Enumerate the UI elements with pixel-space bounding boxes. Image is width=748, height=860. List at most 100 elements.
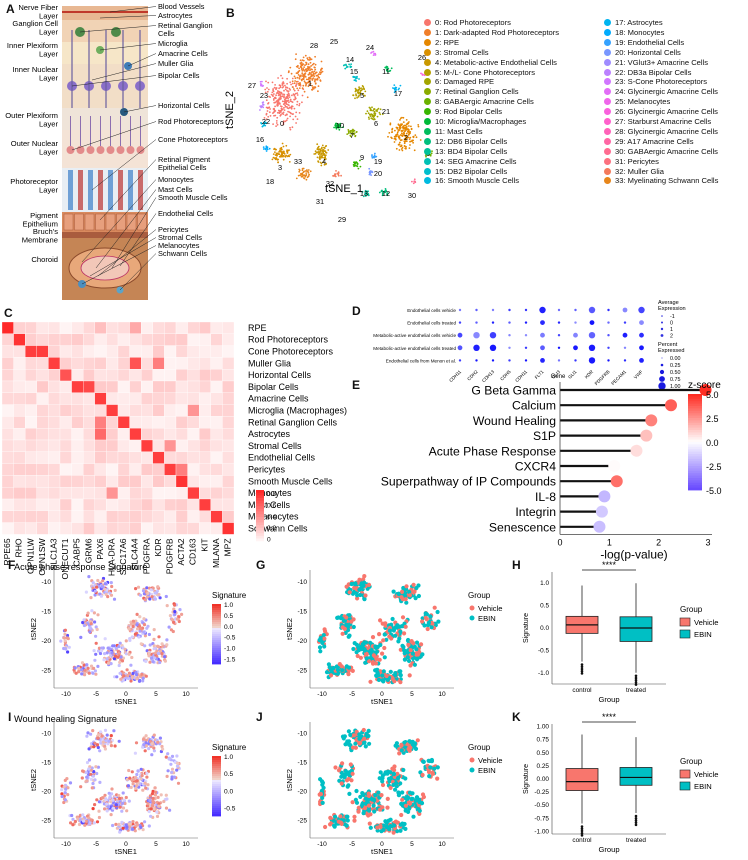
scatter-point <box>139 825 143 829</box>
tsne-point <box>272 108 275 110</box>
scatter-point <box>141 589 146 593</box>
tsne-point <box>279 149 282 151</box>
signature-legend-segment <box>212 800 221 803</box>
tsne-point <box>398 128 400 131</box>
scatter-point <box>427 758 432 764</box>
heatmap-cell <box>1 321 14 334</box>
tsne-point <box>318 73 320 75</box>
scatter-point <box>170 777 174 781</box>
heatmap-col-label: SLC4A4 <box>130 538 140 570</box>
heatmap-cell <box>187 404 200 417</box>
scatter-ytick: -20 <box>297 789 307 796</box>
scatter-point <box>382 655 387 660</box>
wound-healing-boxplot: 1.000.750.500.250.00-0.25-0.50-0.75-1.00… <box>523 712 719 854</box>
heatmap-cell <box>106 369 119 382</box>
scatter-point <box>144 674 148 678</box>
scatter-point <box>105 657 109 661</box>
tsne-point <box>323 163 326 166</box>
ganglion-layer-band <box>62 20 148 42</box>
heatmap-cell <box>36 369 49 382</box>
tsne-point <box>345 66 348 69</box>
scatter-point <box>341 818 346 823</box>
tsne-legend-item: 29: A17 Amacrine Cells <box>604 137 694 146</box>
scatter-point <box>140 774 144 778</box>
scatter-point <box>107 739 111 743</box>
dotplot-dot <box>639 345 644 351</box>
heatmap-col-label: KIT <box>199 538 209 552</box>
scatter-point <box>129 785 133 789</box>
zscore-legend-segment <box>688 461 702 464</box>
heatmap-cell <box>222 416 235 429</box>
tsne-legend-item: 9: Rod Bipolar Cells <box>424 107 502 116</box>
scatter-point <box>435 776 440 781</box>
scatter-point <box>71 823 75 827</box>
tsne-point <box>362 92 364 95</box>
heatmap-cell <box>175 321 188 334</box>
dotplot-row-label: Endothelial cells vehicle <box>407 308 456 313</box>
scatter-point <box>131 671 135 676</box>
tsne-point <box>275 125 277 127</box>
scatter-point <box>354 800 360 805</box>
tsne-point <box>282 81 285 83</box>
tsne-point <box>364 192 367 195</box>
box-ylabel: Signature <box>523 764 530 794</box>
tsne-point <box>322 152 325 155</box>
tsne-point <box>293 93 296 96</box>
tsne-legend-item: 13: BD4 Bipolar Cells <box>424 147 507 156</box>
scatter-point <box>117 822 121 826</box>
tsne-point <box>281 100 284 103</box>
scatter-point <box>100 734 104 738</box>
scatter-point <box>351 646 356 652</box>
tsne-point <box>404 124 407 127</box>
legend-swatch <box>424 58 431 66</box>
heatmap-cell <box>129 404 142 417</box>
anatomy-cell-label: Blood Vessels <box>158 2 205 11</box>
tsne-point <box>357 92 360 94</box>
scatter-point <box>145 771 149 775</box>
scatter-point <box>134 619 138 623</box>
scatter-point <box>374 657 379 662</box>
signature-legend-tick: -0.5 <box>224 805 236 812</box>
zscore-legend-segment <box>688 420 702 424</box>
dotplot-gene-label: GLI3 <box>551 369 562 380</box>
signature-legend-segment <box>212 622 221 625</box>
box-outlier <box>634 676 638 680</box>
scatter-point <box>165 604 169 608</box>
anatomy-cell-label: Horizontal Cells <box>158 101 210 110</box>
dotplot-pct-swatch <box>659 369 665 375</box>
scatter-point <box>147 651 151 655</box>
scatter-point <box>355 653 360 659</box>
tsne-point <box>285 97 287 100</box>
scatter-point <box>338 814 343 819</box>
scatter-point <box>84 590 88 594</box>
tsne-point <box>296 76 299 79</box>
dotplot-dot <box>491 359 495 362</box>
tsne-point <box>284 84 286 87</box>
legend-swatch <box>604 177 611 185</box>
heatmap-cell <box>59 451 72 464</box>
tsne-point <box>374 114 376 116</box>
tsne-point <box>308 83 311 86</box>
heatmap-cell <box>187 416 200 429</box>
signature-legend-segment <box>212 646 221 649</box>
scatter-xtick: 5 <box>154 691 158 698</box>
scatter-point <box>63 632 67 636</box>
tsne-point <box>283 109 286 111</box>
box-outlier <box>580 667 584 671</box>
tsne-point <box>408 138 411 140</box>
box-outlier <box>580 825 584 828</box>
tsne-point <box>422 73 424 76</box>
dotplot-dot <box>491 321 495 324</box>
tsne-point <box>298 67 300 70</box>
heatmap-cell <box>83 498 95 511</box>
tsne-point <box>310 75 313 78</box>
scatter-point <box>344 622 349 627</box>
heatmap-cell <box>210 451 223 464</box>
scatter-point <box>127 652 131 656</box>
signature-legend-segment <box>212 658 221 661</box>
tsne-point <box>298 69 301 72</box>
scatter-point <box>156 795 160 799</box>
zscore-legend-segment <box>688 468 702 472</box>
scatter-point <box>393 743 398 748</box>
tsne-point <box>311 68 313 71</box>
